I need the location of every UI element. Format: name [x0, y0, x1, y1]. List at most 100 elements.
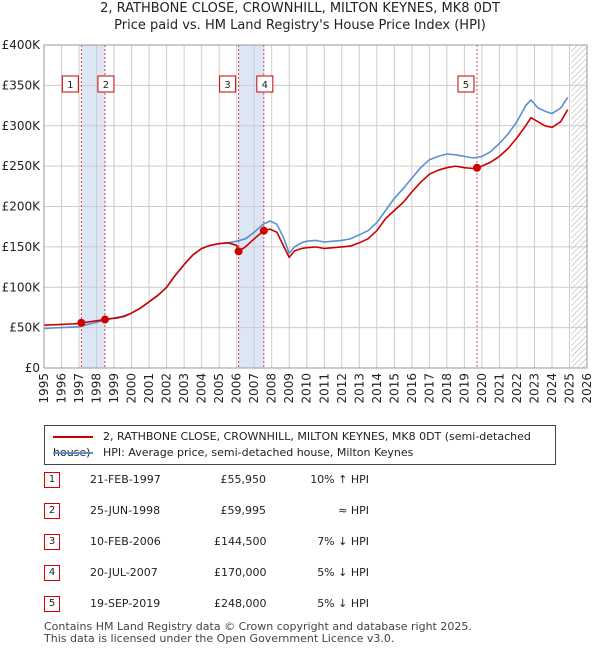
- series-layer: [43, 97, 569, 330]
- footer: Contains HM Land Registry data © Crown c…: [44, 621, 472, 645]
- sale-point-5: [472, 163, 481, 172]
- x-tick-label: 2014: [370, 373, 384, 404]
- sale-row: 1 21-FEB-1997 £55,950 10% ↑ HPI: [44, 472, 424, 488]
- x-tick-label: 2011: [317, 373, 331, 404]
- sale-price: £248,000: [214, 597, 267, 610]
- sale-number: 2: [44, 503, 60, 519]
- sale-number: 1: [44, 472, 60, 488]
- footer-copyright: Contains HM Land Registry data © Crown c…: [44, 620, 472, 633]
- y-tick-label: £100K: [2, 280, 42, 294]
- sale-label-box-4: [256, 75, 274, 93]
- sale-price: £170,000: [214, 566, 267, 579]
- sale-point-1: [77, 318, 86, 327]
- x-tick-label: 2012: [335, 373, 349, 404]
- sale-date: 20-JUL-2007: [90, 566, 158, 579]
- sale-label-3: 3: [224, 80, 230, 91]
- y-tick-label: £250K: [2, 159, 42, 173]
- x-tick-label: 1998: [90, 373, 104, 404]
- sale-label-box-5: [457, 75, 475, 93]
- x-tick-label: 2021: [492, 373, 506, 404]
- sale-date: 19-SEP-2019: [90, 597, 161, 610]
- price-chart: 1 2 3 4 5 £0 £50K £100K £150K £200K £250K £300K £35…: [2, 38, 594, 404]
- x-tick-label: 2024: [545, 373, 559, 404]
- sale-label-2: 2: [103, 80, 109, 91]
- y-tick-label: £350K: [2, 78, 42, 92]
- sale-date: 10-FEB-2006: [90, 535, 161, 548]
- legend-item-hpi: HPI: Average price, semi-detached house,…: [53, 445, 413, 461]
- x-tick-label: 1997: [72, 373, 86, 404]
- sale-price: £55,950: [220, 473, 267, 486]
- x-tick-label: 2003: [177, 373, 191, 404]
- x-tick-label: 2010: [300, 373, 314, 404]
- x-tick-label: 2019: [457, 373, 471, 404]
- chart-title: 2, RATHBONE CLOSE, CROWNHILL, MILTON KEY…: [100, 1, 500, 16]
- sale-hpi-compare: 7% ↓ HPI: [317, 535, 369, 548]
- sale-label-box-1: [61, 75, 79, 93]
- footer-licence: This data is licensed under the Open Gov…: [44, 632, 395, 645]
- y-tick-label: £50K: [9, 321, 41, 335]
- sale-number: 4: [44, 565, 60, 581]
- x-tick-label: 2009: [282, 373, 296, 404]
- y-tick-label: £300K: [2, 119, 42, 133]
- x-tick-label: 2006: [230, 373, 244, 404]
- sale-label-box-2: [97, 75, 115, 93]
- x-tick-label: 2022: [510, 373, 524, 404]
- x-tick-label: 2008: [265, 373, 279, 404]
- sale-price: £144,500: [214, 535, 267, 548]
- x-tick-label: 1996: [55, 373, 69, 404]
- x-tick-label: 2018: [440, 373, 454, 404]
- sale-label-4: 4: [262, 80, 268, 91]
- sale-hpi-compare: 5% ↓ HPI: [317, 566, 369, 579]
- sale-vlines: [80, 45, 478, 368]
- x-tick-label: 2026: [580, 373, 594, 404]
- x-tick-label: 1995: [37, 373, 51, 404]
- sale-row: 4 20-JUL-2007 £170,000 5% ↓ HPI: [44, 565, 424, 581]
- sale-point-3: [234, 247, 243, 256]
- axis-layer: £0 £50K £100K £150K £200K £250K £300K £350K £400…: [2, 38, 594, 404]
- legend-label-hpi: HPI: Average price, semi-detached house,…: [103, 446, 414, 459]
- x-tick-label: 2004: [195, 373, 209, 404]
- series-line-hpi: [43, 97, 569, 330]
- sale-point-4: [259, 226, 268, 235]
- y-tick-label: £150K: [2, 240, 42, 254]
- sale-price: £59,995: [220, 504, 267, 517]
- x-tick-label: 2002: [160, 373, 174, 404]
- grid-layer: [43, 44, 588, 369]
- sale-label-box-3: [219, 75, 237, 93]
- legend-item-property: 2, RATHBONE CLOSE, CROWNHILL, MILTON KEY…: [53, 429, 555, 459]
- x-tick-label: 2007: [247, 373, 261, 404]
- chart-title-block: 2, RATHBONE CLOSE, CROWNHILL, MILTON KEY…: [0, 0, 600, 34]
- x-tick-label: 2000: [125, 373, 139, 404]
- plot-frame: [43, 44, 588, 369]
- sale-label-1: 1: [67, 80, 73, 91]
- x-tick-label: 2005: [212, 373, 226, 404]
- sale-number: 5: [44, 596, 60, 612]
- x-tick-label: 2025: [562, 373, 576, 404]
- sale-markers: 1 2 3 4 5: [61, 75, 481, 327]
- sale-date: 21-FEB-1997: [90, 473, 161, 486]
- y-tick-label: £200K: [2, 200, 42, 214]
- sale-row: 2 25-JUN-1998 £59,995 ≈ HPI: [44, 503, 424, 519]
- legend: 2, RATHBONE CLOSE, CROWNHILL, MILTON KEY…: [44, 425, 556, 465]
- x-tick-label: 2016: [405, 373, 419, 404]
- sale-row: 5 19-SEP-2019 £248,000 5% ↓ HPI: [44, 596, 424, 612]
- legend-swatch-property: [53, 436, 93, 438]
- y-tick-label: £400K: [2, 38, 42, 52]
- x-tick-label: 1999: [107, 373, 121, 404]
- sale-hpi-compare: 10% ↑ HPI: [310, 473, 369, 486]
- sale-hpi-compare: 5% ↓ HPI: [317, 597, 369, 610]
- x-tick-label: 2013: [352, 373, 366, 404]
- x-tick-label: 2017: [422, 373, 436, 404]
- series-line-property: [43, 109, 569, 326]
- sale-hpi-compare: ≈ HPI: [338, 504, 369, 517]
- x-tick-label: 2001: [142, 373, 156, 404]
- sale-date: 25-JUN-1998: [90, 504, 161, 517]
- x-tick-label: 2015: [387, 373, 401, 404]
- sale-point-2: [100, 315, 109, 324]
- y-tick-label: £0: [25, 361, 40, 375]
- x-tick-label: 2023: [527, 373, 541, 404]
- chart-subtitle: Price paid vs. HM Land Registry's House …: [114, 18, 486, 33]
- sale-number: 3: [44, 534, 60, 550]
- sale-label-5: 5: [463, 80, 469, 91]
- sale-row: 3 10-FEB-2006 £144,500 7% ↓ HPI: [44, 534, 424, 550]
